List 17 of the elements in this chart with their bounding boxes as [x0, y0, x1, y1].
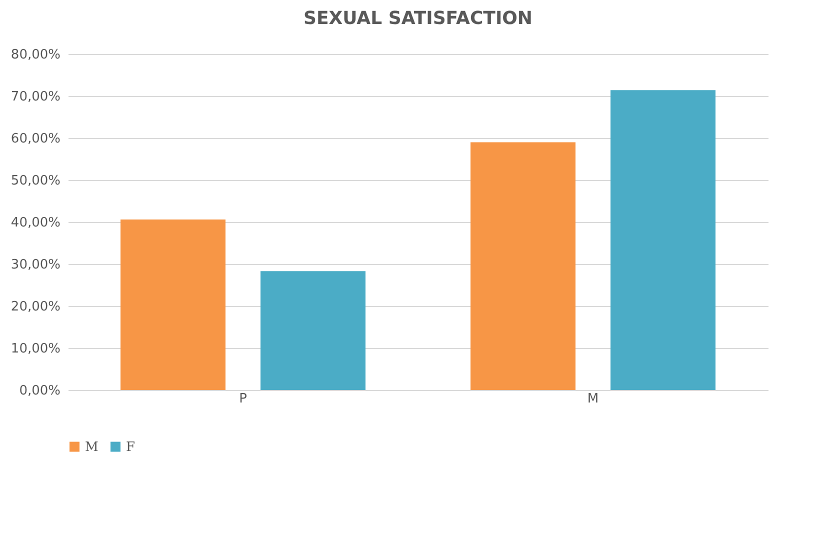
y-tick-label: 50,00%	[10, 174, 60, 188]
y-tick-label: 60,00%	[10, 132, 60, 146]
y-tick-label: 80,00%	[10, 48, 60, 62]
y-tick-label: 20,00%	[10, 300, 60, 314]
x-tick-label: P	[239, 392, 248, 406]
bar	[120, 219, 226, 390]
bar	[260, 271, 366, 390]
y-tick-label: 10,00%	[10, 342, 60, 356]
legend-label: M	[85, 440, 98, 455]
bar	[470, 142, 576, 390]
y-tick-label: 30,00%	[10, 258, 60, 272]
y-tick-label: 70,00%	[10, 90, 60, 104]
chart-title: SEXUAL SATISFACTION	[303, 8, 533, 29]
legend-label: F	[126, 440, 136, 455]
bar	[610, 90, 716, 390]
y-tick-label: 0,00%	[19, 384, 60, 398]
y-tick-label: 40,00%	[10, 216, 60, 230]
